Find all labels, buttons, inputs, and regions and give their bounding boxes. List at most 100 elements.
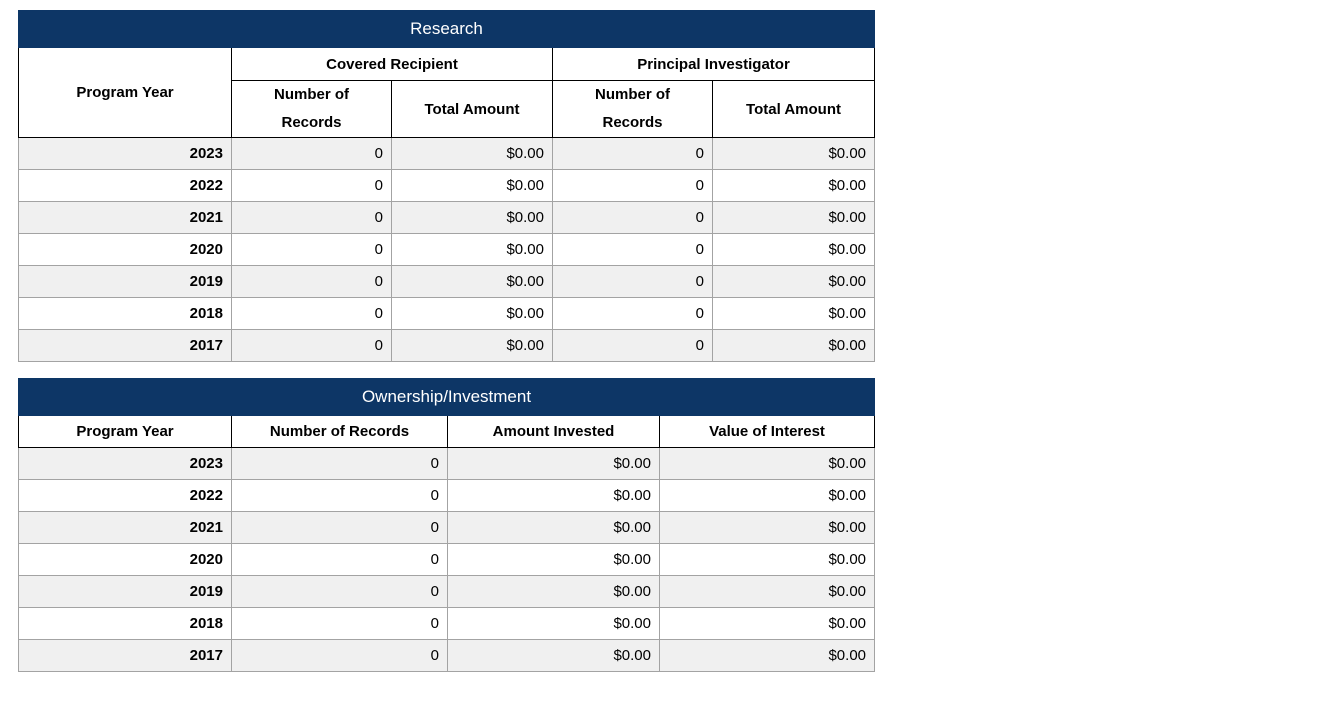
records-cell: 0: [231, 447, 448, 480]
pi-records-cell: 0: [552, 233, 713, 266]
cr-total-cell: $0.00: [391, 137, 553, 170]
cr-number-of-records-label: Number of Records: [274, 86, 349, 131]
table-row: 2020 0 $0.00 $0.00: [18, 543, 876, 576]
research-table: Research Program Year Covered Recipient …: [17, 10, 876, 362]
value-of-interest-header: Value of Interest: [658, 415, 876, 448]
table-row: 2023 0 $0.00 $0.00: [18, 447, 876, 480]
table-row: 2022 0 $0.00 0 $0.00: [18, 169, 876, 202]
value-of-interest-cell: $0.00: [658, 479, 876, 512]
program-year-header: Program Year: [18, 415, 232, 448]
pi-records-cell: 0: [552, 297, 713, 330]
payments-summary-report: Research Program Year Covered Recipient …: [17, 10, 876, 672]
pi-number-of-records-header: Number of Records: [552, 80, 713, 138]
program-year-cell: 2018: [18, 607, 232, 640]
records-cell: 0: [231, 639, 448, 672]
cr-records-cell: 0: [231, 329, 392, 362]
research-title-row: Research: [17, 10, 876, 48]
amount-invested-cell: $0.00: [447, 543, 660, 576]
program-year-cell: 2017: [18, 329, 232, 362]
table-row: 2021 0 $0.00 $0.00: [18, 511, 876, 544]
value-of-interest-cell: $0.00: [658, 607, 876, 640]
amount-invested-cell: $0.00: [447, 575, 660, 608]
amount-invested-cell: $0.00: [447, 511, 660, 544]
cr-records-cell: 0: [231, 297, 392, 330]
cr-records-cell: 0: [231, 137, 392, 170]
cr-total-cell: $0.00: [391, 233, 553, 266]
records-cell: 0: [231, 479, 448, 512]
pi-number-of-records-label: Number of Records: [595, 86, 670, 131]
amount-invested-cell: $0.00: [447, 607, 660, 640]
research-sub-header-row: Number of Records Total Amount Number of…: [19, 80, 876, 138]
pi-records-cell: 0: [552, 265, 713, 298]
ownership-investment-table: Ownership/Investment Program Year Number…: [17, 378, 876, 672]
value-of-interest-cell: $0.00: [658, 511, 876, 544]
table-row: 2019 0 $0.00 $0.00: [18, 575, 876, 608]
cr-number-of-records-header: Number of Records: [231, 80, 392, 138]
table-row: 2018 0 $0.00 $0.00: [18, 607, 876, 640]
amount-invested-cell: $0.00: [447, 639, 660, 672]
amount-invested-cell: $0.00: [447, 479, 660, 512]
table-row: 2018 0 $0.00 0 $0.00: [18, 297, 876, 330]
program-year-cell: 2020: [18, 543, 232, 576]
program-year-cell: 2019: [18, 575, 232, 608]
ownership-title-row: Ownership/Investment: [17, 378, 876, 416]
cr-total-cell: $0.00: [391, 265, 553, 298]
program-year-header: Program Year: [18, 47, 232, 138]
research-table-title: Research: [17, 10, 876, 48]
cr-records-cell: 0: [231, 233, 392, 266]
pi-total-cell: $0.00: [711, 329, 876, 362]
table-row: 2019 0 $0.00 0 $0.00: [18, 265, 876, 298]
amount-invested-cell: $0.00: [447, 447, 660, 480]
cr-records-cell: 0: [231, 265, 392, 298]
table-row: 2017 0 $0.00 0 $0.00: [18, 329, 876, 362]
records-cell: 0: [231, 543, 448, 576]
program-year-cell: 2021: [18, 511, 232, 544]
program-year-cell: 2022: [18, 479, 232, 512]
amount-invested-header: Amount Invested: [447, 415, 660, 448]
records-cell: 0: [231, 511, 448, 544]
pi-records-cell: 0: [552, 329, 713, 362]
cr-total-cell: $0.00: [391, 297, 553, 330]
value-of-interest-cell: $0.00: [658, 575, 876, 608]
program-year-cell: 2023: [18, 447, 232, 480]
pi-total-cell: $0.00: [711, 169, 876, 202]
table-row: 2021 0 $0.00 0 $0.00: [18, 201, 876, 234]
cr-total-cell: $0.00: [391, 201, 553, 234]
program-year-cell: 2021: [18, 201, 232, 234]
pi-records-cell: 0: [552, 137, 713, 170]
program-year-cell: 2019: [18, 265, 232, 298]
value-of-interest-cell: $0.00: [658, 639, 876, 672]
research-group-header-row: Program Year Covered Recipient Principal…: [18, 47, 876, 138]
cr-records-cell: 0: [231, 169, 392, 202]
covered-recipient-group-header: Covered Recipient: [231, 47, 553, 81]
table-row: 2023 0 $0.00 0 $0.00: [18, 137, 876, 170]
program-year-cell: 2017: [18, 639, 232, 672]
ownership-header-row: Program Year Number of Records Amount In…: [18, 415, 876, 448]
pi-total-cell: $0.00: [711, 297, 876, 330]
pi-total-amount-header: Total Amount: [711, 80, 876, 138]
pi-total-cell: $0.00: [711, 201, 876, 234]
value-of-interest-cell: $0.00: [658, 447, 876, 480]
program-year-cell: 2023: [18, 137, 232, 170]
table-row: 2020 0 $0.00 0 $0.00: [18, 233, 876, 266]
pi-total-cell: $0.00: [711, 265, 876, 298]
number-of-records-header: Number of Records: [231, 415, 448, 448]
cr-records-cell: 0: [231, 201, 392, 234]
pi-total-cell: $0.00: [711, 137, 876, 170]
program-year-cell: 2020: [18, 233, 232, 266]
principal-investigator-group-header: Principal Investigator: [551, 47, 876, 81]
pi-total-cell: $0.00: [711, 233, 876, 266]
program-year-cell: 2018: [18, 297, 232, 330]
program-year-cell: 2022: [18, 169, 232, 202]
pi-records-cell: 0: [552, 169, 713, 202]
value-of-interest-cell: $0.00: [658, 543, 876, 576]
cr-total-cell: $0.00: [391, 169, 553, 202]
cr-total-amount-header: Total Amount: [391, 80, 553, 138]
cr-total-cell: $0.00: [391, 329, 553, 362]
records-cell: 0: [231, 607, 448, 640]
pi-records-cell: 0: [552, 201, 713, 234]
table-row: 2017 0 $0.00 $0.00: [18, 639, 876, 672]
records-cell: 0: [231, 575, 448, 608]
table-row: 2022 0 $0.00 $0.00: [18, 479, 876, 512]
ownership-table-title: Ownership/Investment: [17, 378, 876, 416]
